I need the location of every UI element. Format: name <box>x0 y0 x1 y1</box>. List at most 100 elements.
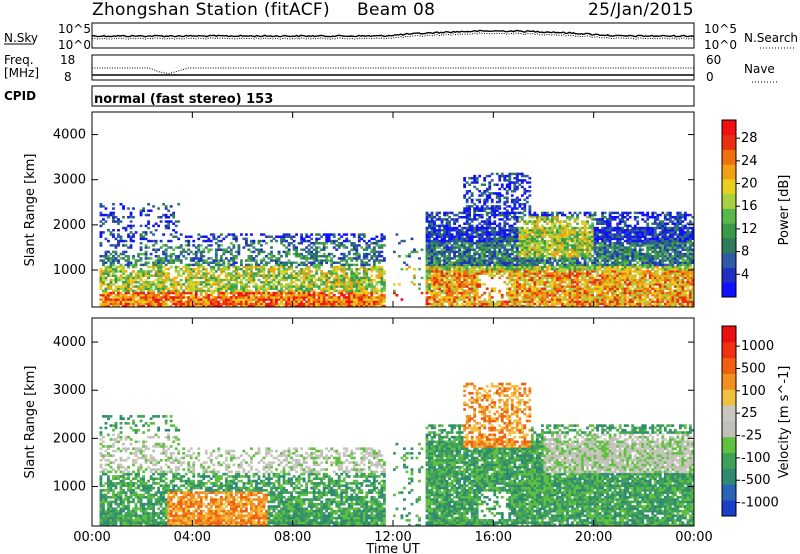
heatmap-cell <box>571 233 574 236</box>
heatmap-cell <box>275 281 278 284</box>
heatmap-cell <box>382 278 386 282</box>
heatmap-cell <box>465 192 469 195</box>
heatmap-cell <box>255 294 258 297</box>
heatmap-cell <box>134 294 138 297</box>
heatmap-cell <box>523 259 527 262</box>
heatmap-cell <box>350 298 354 301</box>
heatmap-cell <box>282 265 286 269</box>
heatmap-cell <box>375 239 379 243</box>
heatmap-cell <box>119 252 123 256</box>
heatmap-cell <box>525 296 529 299</box>
heatmap-cell <box>305 235 309 238</box>
heatmap-cell <box>167 291 171 295</box>
heatmap-cell <box>192 287 196 290</box>
heatmap-cell <box>362 248 366 251</box>
heatmap-cell <box>478 229 482 232</box>
heatmap-cell <box>548 244 552 247</box>
heatmap-cell <box>551 250 554 254</box>
heatmap-cell <box>538 218 542 221</box>
heatmap-cell <box>495 304 499 308</box>
heatmap-cell <box>561 263 564 267</box>
heatmap-cell <box>380 270 384 273</box>
heatmap-cell <box>260 291 263 295</box>
heatmap-cell <box>352 304 356 308</box>
heatmap-cell <box>455 239 459 243</box>
heatmap-cell <box>473 211 477 215</box>
heatmap-cell <box>566 246 569 249</box>
heatmap-cell <box>142 302 145 306</box>
heatmap-cell <box>518 250 522 254</box>
heatmap-cell <box>553 289 557 293</box>
heatmap-cell <box>300 237 303 241</box>
heatmap-cell <box>310 252 314 256</box>
heatmap-cell <box>553 250 557 254</box>
heatmap-cell <box>340 276 344 280</box>
heatmap-cell <box>498 196 502 199</box>
heatmap-cell <box>523 283 527 286</box>
heatmap-cell <box>232 276 236 280</box>
heatmap-cell <box>144 283 148 286</box>
heatmap-cell <box>247 298 251 301</box>
heatmap-cell <box>445 255 449 258</box>
heatmap-cell <box>197 272 201 275</box>
heatmap-cell <box>272 276 276 280</box>
heatmap-cell <box>350 278 354 282</box>
heatmap-cell <box>410 250 414 254</box>
heatmap-cell <box>214 255 218 258</box>
heatmap-cell <box>214 289 218 293</box>
heatmap-cell <box>322 274 326 277</box>
heatmap-cell <box>342 289 346 293</box>
heatmap-cell <box>571 298 574 301</box>
heatmap-cell <box>453 246 457 249</box>
heatmap-cell <box>305 255 309 258</box>
heatmap-cell <box>144 285 148 288</box>
heatmap-cell <box>453 218 457 221</box>
heatmap-cell <box>219 270 223 273</box>
heatmap-cell <box>528 261 532 264</box>
heatmap-cell <box>300 287 303 290</box>
heatmap-cell <box>515 237 519 241</box>
heatmap-cell <box>347 287 351 290</box>
heatmap-cell <box>112 250 115 254</box>
heatmap-cell <box>204 239 208 243</box>
heatmap-cell <box>540 287 544 290</box>
heatmap-cell <box>109 231 113 234</box>
heatmap-cell <box>571 304 574 308</box>
heatmap-cell <box>332 298 336 301</box>
heatmap-cell <box>342 302 346 306</box>
heatmap-cell <box>556 302 559 306</box>
heatmap-cell <box>219 285 223 288</box>
heatmap-cell <box>257 300 261 303</box>
heatmap-cell <box>568 289 572 293</box>
heatmap-cell <box>455 242 459 245</box>
heatmap-cell <box>362 274 366 277</box>
heatmap-cell <box>247 281 251 284</box>
heatmap-cell <box>425 265 429 269</box>
heatmap-cell <box>525 257 529 260</box>
heatmap-cell <box>515 300 519 303</box>
heatmap-cell <box>109 270 113 273</box>
heatmap-cell <box>104 207 108 210</box>
heatmap-cell <box>448 216 451 219</box>
heatmap-cell <box>440 283 444 286</box>
heatmap-cell <box>290 272 293 275</box>
heatmap-cell <box>197 237 201 241</box>
heatmap-cell <box>475 231 479 234</box>
heatmap-cell <box>518 226 522 230</box>
heatmap-cell <box>292 261 296 264</box>
heatmap-cell <box>428 239 431 243</box>
heatmap-cell <box>530 298 534 301</box>
heatmap-cell <box>495 224 499 228</box>
heatmap-cell <box>465 226 469 230</box>
heatmap-cell <box>428 255 431 258</box>
heatmap-cell <box>187 274 191 277</box>
heatmap-cell <box>551 278 554 282</box>
heatmap-cell <box>147 209 150 212</box>
heatmap-cell <box>129 274 133 277</box>
heatmap-cell <box>546 281 549 284</box>
heatmap-cell <box>102 300 105 303</box>
heatmap-cell <box>129 296 133 299</box>
heatmap-cell <box>515 177 519 180</box>
heatmap-cell <box>533 289 537 293</box>
heatmap-cell <box>250 298 253 301</box>
